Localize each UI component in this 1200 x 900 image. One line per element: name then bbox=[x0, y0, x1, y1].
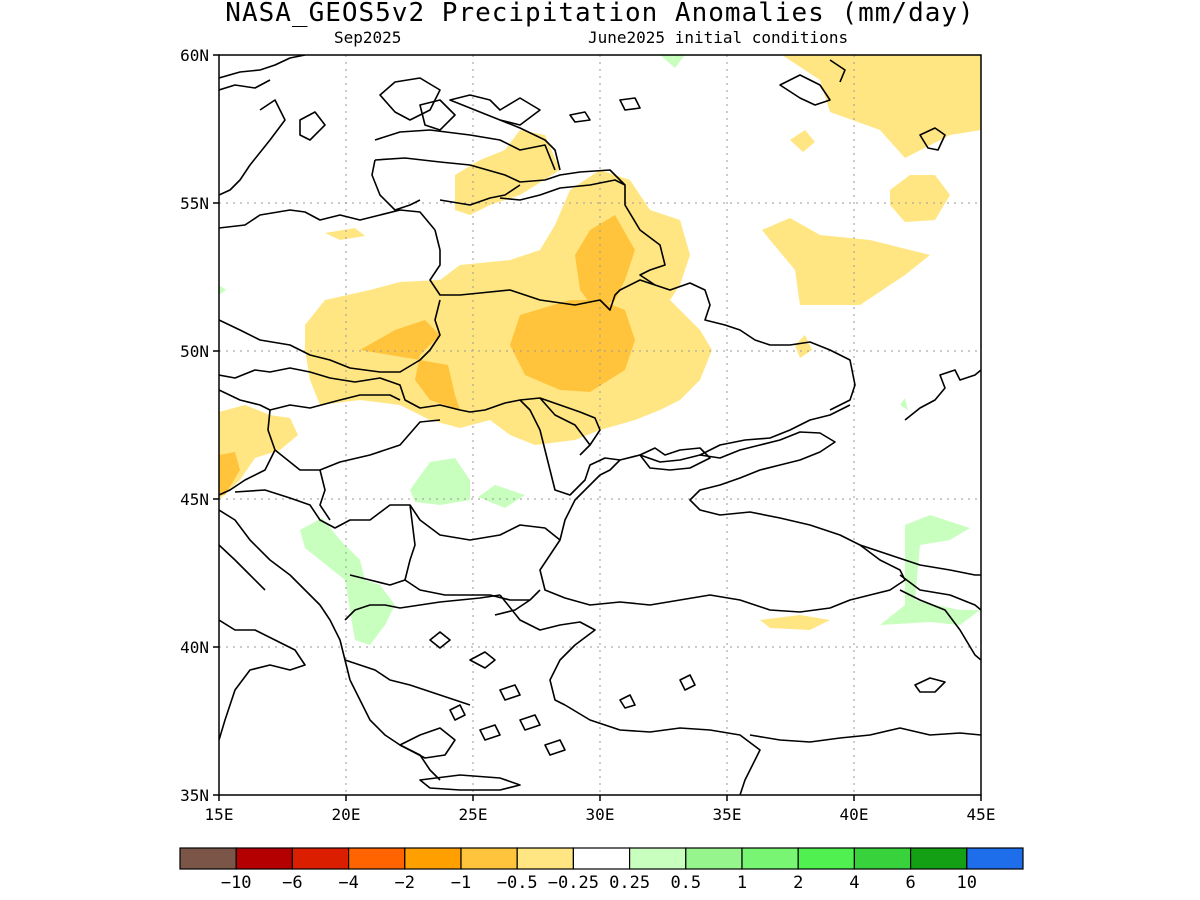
lat-label: 50N bbox=[180, 342, 209, 361]
lat-label: 35N bbox=[180, 786, 209, 805]
colorbar-label: −0.5 bbox=[497, 873, 538, 893]
coastlines-and-borders bbox=[219, 55, 981, 795]
initial-conditions: June2025 initial conditions bbox=[588, 28, 849, 47]
longitude-labels: 15E 20E 25E 30E 35E 40E 45E bbox=[205, 805, 996, 824]
colorbar-label: −2 bbox=[395, 873, 415, 893]
colorbar-swatch bbox=[909, 847, 968, 870]
lon-label: 25E bbox=[459, 805, 488, 824]
colorbar-swatch bbox=[966, 847, 1024, 870]
colorbar-label: 0.5 bbox=[670, 873, 701, 893]
lon-label: 15E bbox=[205, 805, 234, 824]
colorbar-label: −4 bbox=[338, 873, 358, 893]
anomaly-shading bbox=[219, 55, 981, 645]
colorbar-label: 0.25 bbox=[609, 873, 650, 893]
colorbar-label: −1 bbox=[451, 873, 471, 893]
dry-anomaly-medium bbox=[219, 215, 635, 495]
colorbar-label: 1 bbox=[737, 873, 747, 893]
lon-label: 30E bbox=[586, 805, 615, 824]
lon-label: 20E bbox=[332, 805, 361, 824]
colorbar-swatch bbox=[516, 847, 575, 870]
colorbar-label: −6 bbox=[282, 873, 302, 893]
lat-label: 40N bbox=[180, 638, 209, 657]
lat-label: 55N bbox=[180, 194, 209, 213]
colorbar-swatch bbox=[797, 847, 856, 870]
map-title: NASA_GEOS5v2 Precipitation Anomalies (mm… bbox=[225, 0, 975, 28]
forecast-month: Sep2025 bbox=[334, 28, 402, 47]
lat-label: 60N bbox=[180, 46, 209, 65]
colorbar-swatch bbox=[572, 847, 631, 870]
lon-label: 35E bbox=[713, 805, 742, 824]
colorbar-label: 2 bbox=[793, 873, 803, 893]
colorbar-swatch bbox=[348, 847, 406, 870]
colorbar-swatch bbox=[404, 847, 462, 870]
colorbar-label: −0.25 bbox=[548, 873, 599, 893]
colorbar-swatch bbox=[853, 847, 912, 870]
lon-label: 45E bbox=[967, 805, 996, 824]
axis-ticks bbox=[213, 54, 982, 801]
lon-label: 40E bbox=[840, 805, 869, 824]
colorbar-swatch bbox=[179, 847, 237, 870]
wet-anomaly-light bbox=[219, 55, 980, 645]
colorbar-swatch bbox=[235, 847, 293, 870]
graticule bbox=[219, 55, 981, 795]
colorbar-label: −10 bbox=[221, 873, 252, 893]
latitude-labels: 60N 55N 50N 45N 40N 35N bbox=[180, 46, 209, 805]
colorbar-label: 4 bbox=[849, 873, 859, 893]
colorbar-label: 10 bbox=[957, 873, 977, 893]
colorbar-swatch bbox=[685, 847, 743, 870]
colorbar-swatch bbox=[741, 847, 799, 870]
colorbar-swatch bbox=[460, 847, 518, 870]
colorbar-swatch bbox=[628, 847, 687, 870]
colorbar-swatch bbox=[291, 847, 350, 870]
colorbar-legend: −10 −6 −4 −2 −1 −0.5 −0.25 0.25 0.5 1 2 4 6 10 bbox=[179, 847, 1024, 893]
colorbar-label: 6 bbox=[905, 873, 915, 893]
lat-label: 45N bbox=[180, 490, 209, 509]
